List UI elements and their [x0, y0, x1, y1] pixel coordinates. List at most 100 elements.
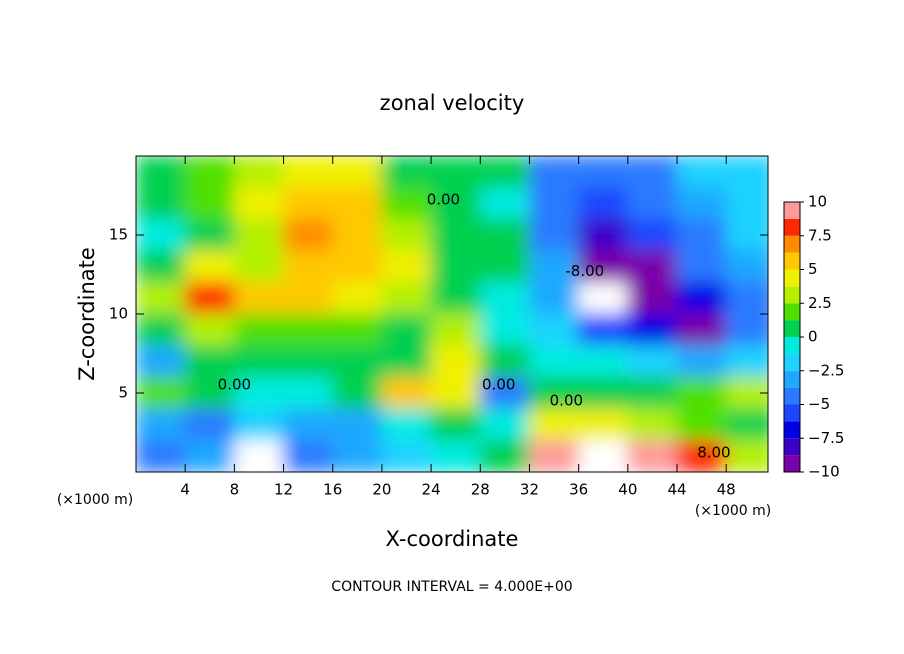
- contour-label: -8.00: [565, 262, 604, 280]
- colorbar-swatch: [784, 320, 800, 337]
- field-cell: [627, 376, 678, 410]
- field-cell: [578, 156, 629, 189]
- field-cell: [184, 281, 235, 315]
- field-cell: [184, 439, 235, 472]
- field-cell: [233, 439, 285, 472]
- field-cell: [283, 281, 334, 315]
- field-cell: [381, 439, 432, 472]
- field-cell: [332, 376, 383, 410]
- field-cell: [233, 313, 285, 347]
- field-cell: [332, 281, 383, 315]
- field-cell: [332, 313, 383, 347]
- field-cell: [578, 187, 629, 220]
- x-tick-label: 8: [230, 481, 240, 499]
- field-cell: [184, 313, 235, 347]
- colorbar-swatch: [784, 235, 800, 253]
- colorbar-swatch: [784, 202, 800, 219]
- field-cell: [184, 408, 235, 441]
- field-cell: [627, 313, 678, 347]
- field-cell: [283, 218, 334, 252]
- field-cell: [528, 156, 580, 189]
- x-unit: (×1000 m): [695, 503, 771, 519]
- x-tick-label: 4: [180, 481, 190, 499]
- colorbar-swatch: [784, 455, 800, 472]
- field-cell: [184, 218, 235, 252]
- colorbar-tick-label: 0: [808, 328, 818, 346]
- colorbar-tick-label: 7.5: [808, 226, 832, 244]
- field-cell: [136, 281, 186, 315]
- field-cell: [725, 281, 768, 315]
- field-cell: [283, 376, 334, 410]
- field-cell: [233, 218, 285, 252]
- field-cell: [479, 313, 530, 347]
- colorbar-swatch: [784, 353, 800, 371]
- colorbar-swatch: [784, 269, 800, 287]
- x-tick-label: 16: [323, 481, 342, 499]
- field-cell: [627, 408, 678, 441]
- x-unit: (×1000 m): [57, 492, 133, 508]
- field-cell: [578, 281, 629, 315]
- field-cell: [332, 250, 383, 283]
- field-cell: [479, 218, 530, 252]
- field-cell: [381, 345, 432, 378]
- field-cell: [528, 218, 580, 252]
- colorbar-tick-label: −10: [808, 463, 840, 481]
- field-cell: [676, 408, 727, 441]
- field: [136, 156, 768, 472]
- field-cell: [184, 187, 235, 220]
- field-cell: [430, 250, 481, 283]
- field-cell: [233, 345, 285, 378]
- field-cell: [381, 281, 432, 315]
- x-axis-title: X-coordinate: [386, 527, 519, 551]
- field-cell: [725, 313, 768, 347]
- field-cell: [479, 250, 530, 283]
- field-cell: [332, 156, 383, 189]
- field-cell: [233, 187, 285, 220]
- colorbar-swatch: [784, 337, 800, 354]
- field-cell: [676, 439, 727, 472]
- field-cell: [381, 376, 432, 410]
- field-cell: [381, 156, 432, 189]
- x-tick-label: 12: [274, 481, 293, 499]
- field-cell: [381, 408, 432, 441]
- field-cell: [332, 408, 383, 441]
- field-cell: [676, 313, 727, 347]
- field-cell: [283, 408, 334, 441]
- field-cell: [136, 187, 186, 220]
- field-cell: [725, 250, 768, 283]
- footer: CONTOUR INTERVAL = 4.000E+00: [331, 579, 572, 595]
- field-cell: [676, 376, 727, 410]
- field-cell: [332, 345, 383, 378]
- field-cell: [430, 345, 481, 378]
- colorbar-tick-label: −5: [808, 395, 830, 413]
- field-cell: [136, 345, 186, 378]
- field-cell: [627, 439, 678, 472]
- field-cell: [430, 281, 481, 315]
- field-cell: [430, 218, 481, 252]
- field-cell: [332, 439, 383, 472]
- field-cell: [381, 250, 432, 283]
- field-cell: [283, 187, 334, 220]
- field-cell: [627, 345, 678, 378]
- field-cell: [136, 408, 186, 441]
- field-cell: [332, 187, 383, 220]
- field-cell: [136, 250, 186, 283]
- x-tick-label: 28: [471, 481, 490, 499]
- field-cell: [578, 408, 629, 441]
- colorbar-tick-label: 10: [808, 193, 827, 211]
- x-tick-label: 20: [372, 481, 391, 499]
- field-cell: [233, 376, 285, 410]
- field-cell: [578, 218, 629, 252]
- field-cell: [479, 408, 530, 441]
- field-cell: [430, 156, 481, 189]
- contour-label: 8.00: [697, 444, 730, 462]
- field-cell: [676, 250, 727, 283]
- chart-title: zonal velocity: [380, 91, 525, 115]
- field-cell: [676, 218, 727, 252]
- field-cell: [479, 439, 530, 472]
- field-cell: [725, 408, 768, 441]
- colorbar-tick-label: −7.5: [808, 429, 844, 447]
- contour-label: 0.00: [550, 391, 583, 409]
- colorbar-swatch: [784, 303, 800, 321]
